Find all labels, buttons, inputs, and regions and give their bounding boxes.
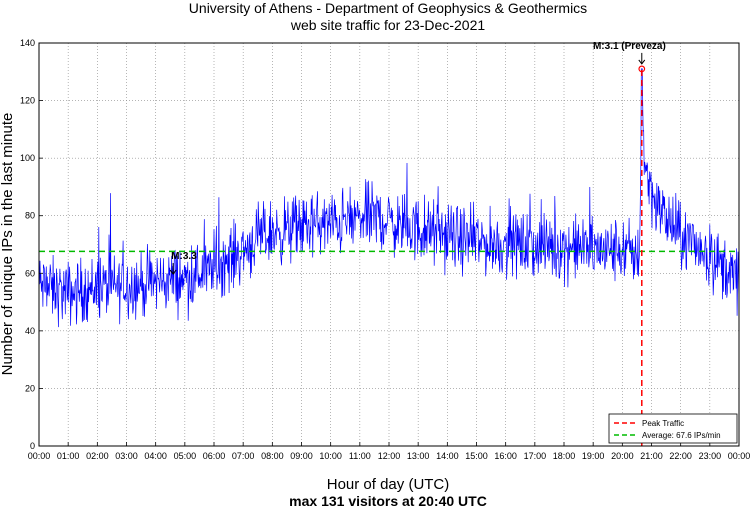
x-tick-label: 17:00	[524, 451, 547, 461]
x-tick-label: 14:00	[436, 451, 459, 461]
y-tick-label: 80	[25, 211, 35, 221]
x-tick-label: 11:00	[349, 451, 371, 461]
y-tick-label: 20	[25, 383, 35, 393]
y-tick-label: 40	[25, 326, 35, 336]
x-tick-label: 05:00	[174, 451, 197, 461]
x-tick-label: 13:00	[407, 451, 430, 461]
y-axis-label: Number of unique IPs in the last minute	[0, 113, 16, 376]
y-tick-label: 0	[30, 441, 35, 451]
legend: Peak Traffic Average: 67.6 IPs/min	[608, 413, 738, 444]
y-tick-label: 100	[20, 153, 35, 163]
x-tick-label: 16:00	[494, 451, 517, 461]
x-tick-label: 19:00	[582, 451, 605, 461]
x-tick-label: 18:00	[553, 451, 576, 461]
x-tick-label: 00:00	[728, 451, 750, 461]
x-tick-label: 12:00	[378, 451, 401, 461]
y-tick-label: 140	[20, 38, 35, 48]
axis-ticks: 00:00 01:00 02:00 03:00 04:00 05:00 06:00 07:00…	[20, 38, 750, 461]
chart-title: University of Athens - Department of Geo…	[189, 0, 587, 16]
x-tick-label: 09:00	[290, 451, 313, 461]
x-tick-label: 23:00	[699, 451, 722, 461]
traffic-line	[38, 68, 740, 328]
x-tick-label: 06:00	[203, 451, 226, 461]
chart-subtitle: web site traffic for 23-Dec-2021	[290, 17, 485, 33]
x-tick-label: 01:00	[57, 451, 80, 461]
y-tick-label: 60	[25, 268, 35, 278]
annotation-arrowhead	[169, 269, 177, 275]
x-tick-label: 00:00	[28, 451, 51, 461]
footer-max-visitors: max 131 visitors at 20:40 UTC	[289, 493, 487, 509]
annotations: M:3.3 M:3.1 (Preveza)	[169, 41, 666, 275]
peak-marker	[638, 65, 646, 73]
overlay-lines	[39, 65, 739, 446]
x-tick-label: 04:00	[144, 451, 167, 461]
annotation-label: M:3.3	[171, 251, 197, 262]
legend-average-label: Average: 67.6 IPs/min	[642, 431, 721, 440]
grid-lines	[39, 43, 739, 446]
x-tick-label: 15:00	[465, 451, 488, 461]
legend-box	[608, 413, 738, 444]
x-tick-label: 20:00	[611, 451, 634, 461]
x-tick-label: 03:00	[115, 451, 138, 461]
data-series	[38, 68, 740, 328]
annotation-arrowhead	[638, 59, 646, 65]
x-tick-label: 22:00	[669, 451, 692, 461]
x-tick-label: 21:00	[640, 451, 663, 461]
x-tick-label: 10:00	[319, 451, 342, 461]
legend-peak-label: Peak Traffic	[642, 419, 684, 428]
x-axis-label: Hour of day (UTC)	[327, 476, 450, 493]
x-tick-label: 02:00	[86, 451, 109, 461]
x-tick-label: 08:00	[261, 451, 284, 461]
x-tick-label: 07:00	[232, 451, 255, 461]
y-tick-label: 120	[20, 96, 35, 106]
annotation-label: M:3.1 (Preveza)	[593, 41, 666, 52]
